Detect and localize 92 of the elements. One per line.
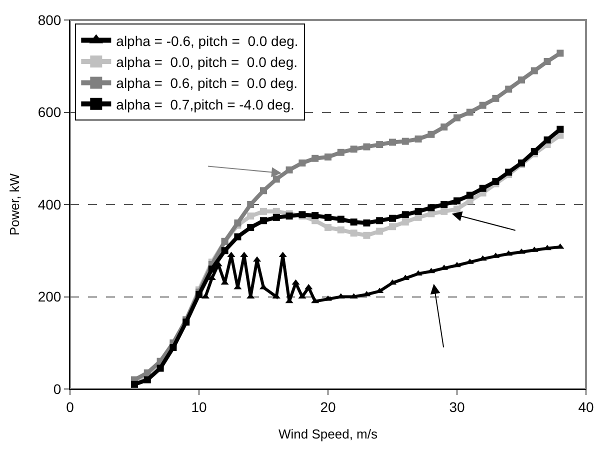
point <box>454 197 460 204</box>
point <box>234 219 242 226</box>
point <box>208 266 216 273</box>
point <box>272 214 280 221</box>
point <box>324 224 332 232</box>
point <box>350 218 358 226</box>
point <box>260 187 267 194</box>
point <box>389 138 396 146</box>
point <box>362 290 371 296</box>
point <box>414 208 422 215</box>
legend-label: alpha = 0.6, pitch = 0.0 deg. <box>116 75 298 92</box>
point <box>260 208 267 215</box>
point <box>389 214 396 222</box>
point <box>350 230 358 237</box>
x-tick-label: 30 <box>449 398 465 415</box>
y-tick-label: 0 <box>53 380 62 397</box>
point <box>234 233 242 240</box>
point <box>466 192 474 199</box>
y-axis-title: Power, kW <box>6 172 22 236</box>
point <box>312 212 319 220</box>
point <box>286 212 293 220</box>
point <box>247 201 254 208</box>
point <box>247 212 254 220</box>
y-tick-label: 400 <box>38 196 62 212</box>
point <box>518 76 525 84</box>
point <box>414 136 422 142</box>
point <box>454 114 460 122</box>
point <box>440 201 448 208</box>
point <box>402 138 409 145</box>
point <box>337 216 344 223</box>
point <box>182 318 190 326</box>
point <box>440 208 448 215</box>
legend-label: alpha = 0.7,pitch = -4.0 deg. <box>116 96 294 112</box>
point <box>389 223 396 230</box>
x-tick-label: 40 <box>578 398 594 415</box>
point <box>337 148 344 156</box>
point <box>544 136 551 144</box>
point <box>312 154 319 162</box>
point <box>505 168 512 176</box>
point <box>260 217 267 224</box>
point <box>221 247 228 254</box>
point <box>544 58 551 66</box>
point <box>402 211 409 218</box>
y-tick-label: 800 <box>38 12 62 28</box>
point <box>363 232 370 239</box>
point <box>298 159 306 166</box>
x-tick-label: 0 <box>66 398 74 415</box>
point <box>504 250 513 256</box>
point <box>505 86 512 93</box>
point <box>466 108 474 116</box>
point <box>376 228 384 235</box>
point <box>324 153 332 160</box>
point <box>376 141 384 148</box>
point <box>376 217 384 224</box>
point <box>350 146 358 153</box>
point <box>324 214 332 221</box>
point <box>253 256 262 262</box>
point <box>479 184 486 192</box>
point <box>208 274 216 280</box>
x-tick-label: 10 <box>191 398 207 415</box>
point <box>337 226 344 234</box>
point <box>556 243 564 249</box>
point <box>363 143 370 150</box>
y-tick-label: 600 <box>38 104 62 120</box>
point <box>543 244 552 250</box>
point <box>144 376 151 384</box>
point <box>556 126 564 133</box>
point <box>272 176 280 183</box>
point <box>247 224 254 232</box>
point <box>427 268 436 274</box>
legend-label: alpha = -0.6, pitch = 0.0 deg. <box>116 32 298 49</box>
point <box>363 219 370 226</box>
point <box>156 364 164 372</box>
y-tick-label: 200 <box>38 288 62 305</box>
point <box>530 148 538 155</box>
point <box>402 218 409 226</box>
point <box>492 94 500 102</box>
x-tick-label: 20 <box>320 398 336 415</box>
point <box>454 206 460 213</box>
legend-label: alpha = 0.0, pitch = 0.0 deg. <box>116 54 298 70</box>
point <box>556 50 564 57</box>
point <box>492 178 500 185</box>
point <box>144 369 151 376</box>
point <box>428 204 435 212</box>
point <box>286 166 293 174</box>
point <box>530 67 538 74</box>
point <box>440 124 448 131</box>
point <box>292 279 300 285</box>
point <box>479 102 486 109</box>
point <box>428 130 435 138</box>
point <box>311 298 320 304</box>
x-axis-title: Wind Speed, m/s <box>278 426 378 442</box>
